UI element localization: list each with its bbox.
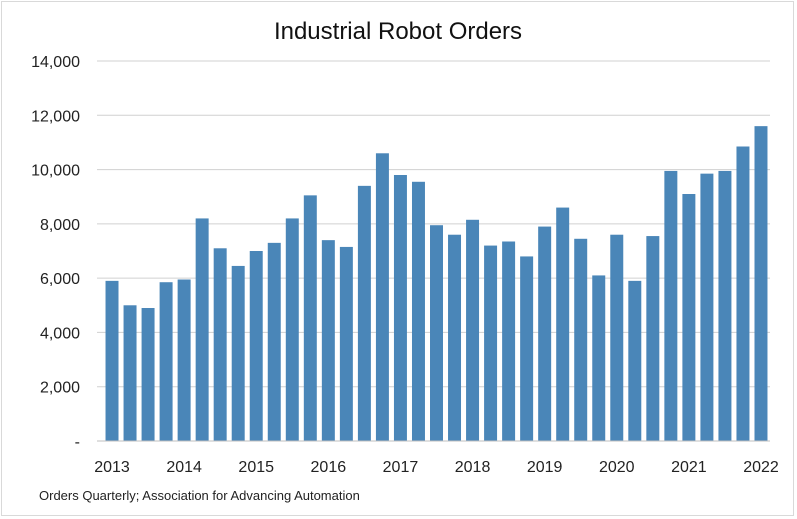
x-tick-label: 2017 <box>383 459 419 476</box>
bar <box>646 236 660 441</box>
x-tick-label: 2013 <box>94 459 130 476</box>
bar <box>321 240 335 441</box>
bar <box>484 245 498 441</box>
bar <box>231 265 245 441</box>
bar <box>466 219 480 441</box>
x-tick-label: 2020 <box>599 459 635 476</box>
bar <box>267 242 281 441</box>
y-tick-label: 6,000 <box>40 271 80 288</box>
bar <box>357 185 371 441</box>
bar <box>339 246 353 441</box>
bar <box>285 218 299 441</box>
x-tick-label: 2015 <box>238 459 274 476</box>
x-tick-label: 2021 <box>671 459 707 476</box>
bar <box>682 194 696 441</box>
x-tick-label: 2018 <box>455 459 491 476</box>
chart-title: Industrial Robot Orders <box>274 18 522 45</box>
bar <box>538 226 552 441</box>
bar <box>502 241 516 441</box>
bar <box>574 238 588 441</box>
bar <box>249 251 263 441</box>
bars <box>105 126 768 442</box>
bar <box>736 146 750 441</box>
axes: - 2,000 4,000 6,000 8,000 10,000 12,000 14,000 2… <box>31 54 779 476</box>
bar <box>177 279 191 441</box>
x-tick-label: 2016 <box>311 459 347 476</box>
bar <box>592 275 606 441</box>
bar <box>448 234 462 441</box>
x-tick-label: 2022 <box>743 459 779 476</box>
y-tick-label: - <box>75 434 80 451</box>
bar <box>664 170 678 441</box>
x-tick-label: 2014 <box>166 459 202 476</box>
source-note: Orders Quarterly; Association for Advanc… <box>39 488 360 503</box>
bar <box>393 175 407 441</box>
bar <box>628 280 642 441</box>
y-tick-label: 4,000 <box>40 325 80 342</box>
bar <box>213 248 227 441</box>
bar <box>303 195 317 441</box>
bar <box>159 282 173 441</box>
bar <box>718 170 732 441</box>
bar <box>105 280 119 441</box>
bar <box>375 153 389 442</box>
y-tick-label: 8,000 <box>40 217 80 234</box>
bar <box>610 234 624 441</box>
bar <box>556 207 570 441</box>
bar <box>520 256 534 441</box>
bar <box>141 308 155 441</box>
bar <box>411 181 425 442</box>
bar <box>195 218 209 441</box>
y-tick-label: 10,000 <box>31 163 80 180</box>
y-tick-label: 14,000 <box>31 54 80 71</box>
bar <box>754 126 768 442</box>
y-tick-label: 12,000 <box>31 108 80 125</box>
bar <box>700 173 714 441</box>
bar <box>123 305 137 441</box>
x-tick-label: 2019 <box>527 459 563 476</box>
y-tick-label: 2,000 <box>40 380 80 397</box>
bar <box>430 225 443 441</box>
